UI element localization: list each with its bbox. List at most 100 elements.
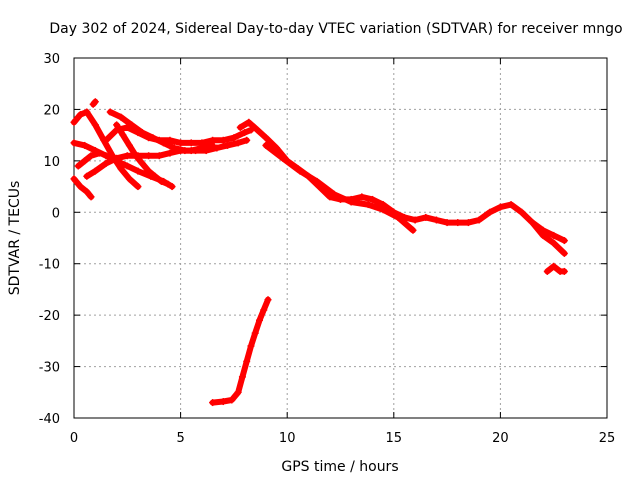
data-point [454,219,462,227]
data-point [560,249,568,257]
data-point [70,139,78,147]
data-point [432,216,440,224]
data-point [170,144,178,152]
data-point [102,136,110,144]
data-point [245,118,253,126]
data-point [279,154,287,162]
tick-layer: 0 5 10 15 20 25 -40 -30 -20 -10 0 10 20 30 [39,52,616,446]
data-point [422,213,430,221]
data-point [241,129,249,137]
data-point [234,139,242,147]
data-point [560,267,568,275]
y-tick-label: 30 [43,52,60,67]
data-point [125,141,133,149]
data-point [145,167,153,175]
data-point [260,306,268,314]
data-point [81,157,89,165]
data-point [234,388,242,396]
data-point [91,167,99,175]
data-point [253,126,261,134]
series-arc-8 [113,121,172,188]
data-point [76,183,84,191]
data-point [550,262,558,270]
data-point [198,139,206,147]
x-tick-label: 25 [599,431,616,446]
series-layer [70,98,568,407]
data-point [113,121,121,129]
data-point [164,180,172,188]
data-point [119,131,127,139]
data-point [187,139,195,147]
data-point [394,213,402,221]
data-point [230,134,238,142]
series-arc-4 [74,149,104,170]
x-axis-label: GPS time / hours [281,459,398,475]
data-point [364,201,372,209]
y-tick-label: -40 [39,412,60,427]
data-point [255,316,263,324]
data-point [330,190,338,198]
y-tick-label: 20 [43,103,60,118]
data-point [83,108,91,116]
data-point [507,201,515,209]
data-point [236,123,244,131]
data-point [262,141,270,149]
grid-layer [74,58,607,418]
data-point [117,113,125,121]
series-trace [71,175,95,200]
data-point [209,399,217,407]
data-point [134,167,142,175]
data-point [539,226,547,234]
y-axis-label: SDTVAR / TECUs [7,181,23,296]
data-point [486,208,494,216]
y-tick-label: 0 [52,206,60,221]
data-point [264,296,272,304]
data-point [177,139,185,147]
data-point [123,152,131,160]
series-main-trend [236,118,568,257]
series-arc-7 [106,108,251,155]
data-point [87,152,95,160]
data-point [166,149,174,157]
data-point [262,134,270,142]
y-tick-label: -20 [39,309,60,324]
data-point [543,267,551,275]
series-trace [75,150,103,169]
data-point [379,206,387,214]
data-point [296,167,304,175]
plot-frame [73,57,608,419]
data-point [74,162,82,170]
data-point [550,239,558,247]
series-trace [529,219,568,244]
series-arc-3 [70,175,95,201]
series-arc-9 [89,98,99,108]
data-point [134,183,142,191]
data-point [145,152,153,160]
x-tick-label: 10 [279,431,296,446]
series-negative-arc [209,296,272,407]
y-tick-label: -30 [39,361,60,376]
data-point [91,98,99,106]
y-tick-label: 10 [43,155,60,170]
data-point [123,162,131,170]
data-point [368,195,376,203]
series-trace [237,119,568,257]
data-point [138,159,146,167]
data-point [151,172,159,180]
data-point [132,152,140,160]
data-point [209,136,217,144]
data-point [358,193,366,201]
data-point [192,147,200,155]
data-point [155,152,163,160]
series-trace [262,142,416,234]
data-point [125,175,133,183]
data-point [102,152,110,160]
data-point [138,129,146,137]
data-point [128,121,136,129]
data-point [76,111,84,119]
data-point [560,237,568,245]
series-late-arc-b [543,262,568,275]
data-point [81,141,89,149]
data-point [247,342,255,350]
data-point [91,121,99,129]
